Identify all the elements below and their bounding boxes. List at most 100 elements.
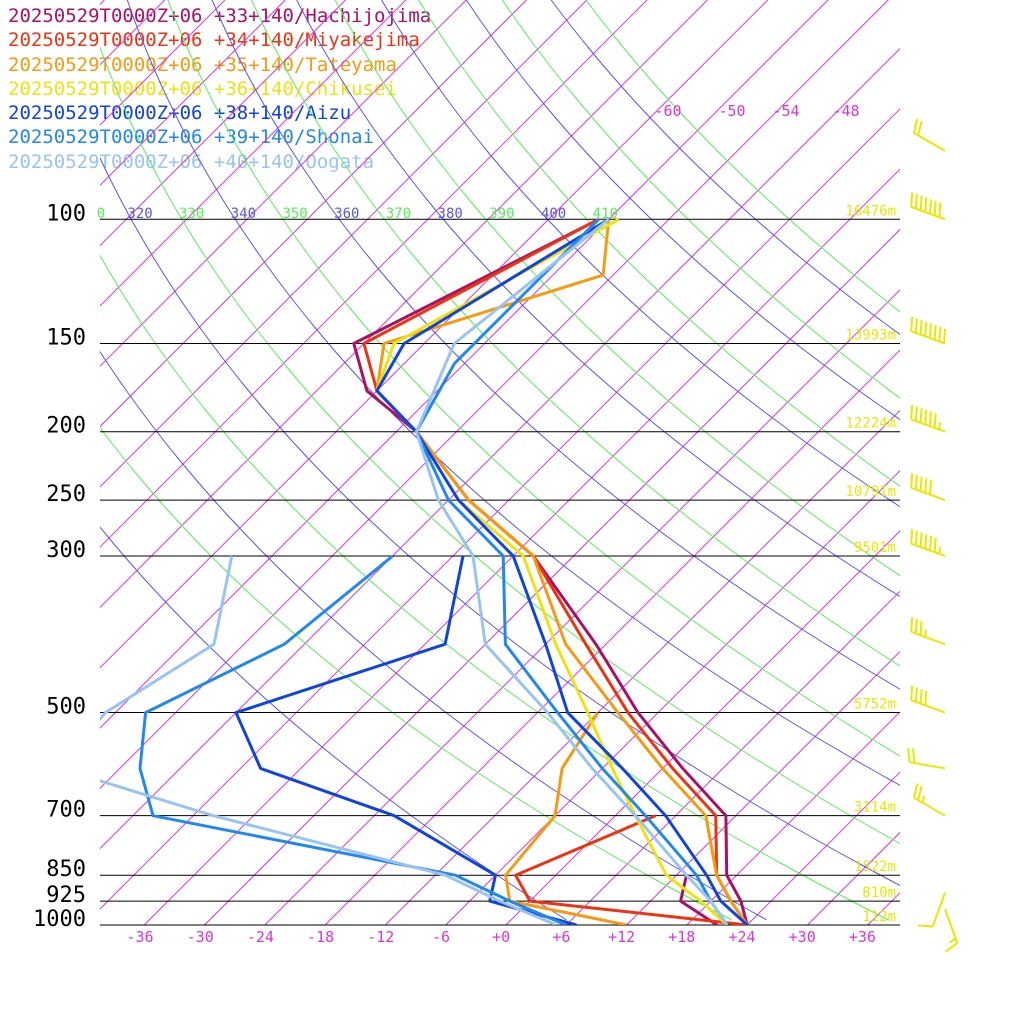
height-label-150: 13993m [845,328,896,344]
legend-entry-aizu: 20250529T0000Z+06 +38+140/Aizu [8,102,352,125]
isotherm-line [988,0,1024,925]
wind-barb-flag [928,535,932,551]
dry-adiabat-line [550,0,900,336]
moist-adiabat-line [100,426,733,921]
theta-label: 350 [282,206,307,222]
temperature-tick-label: -18 [307,928,334,946]
isotherm-line [100,0,166,66]
wind-barb-flag [943,328,947,344]
temperature-line-aizu [375,218,749,925]
wind-barb-flag [910,404,914,420]
wind-barb-flag [928,199,932,214]
height-label-500: 5752m [854,697,896,713]
wind-barb-flag [914,687,918,703]
moist-adiabat-line [100,45,900,845]
dry-adiabat-line [100,156,900,887]
wind-barb-flag [910,316,914,332]
wind-barb-flag [944,942,958,953]
height-label-850: 1522m [854,859,896,875]
wind-barb-flag [924,690,928,706]
wind-barb-flag [919,476,923,492]
moist-adiabat-line [334,0,900,577]
height-label-200: 12224m [845,416,896,432]
temperature-line-oogata [414,218,729,925]
wind-barb-shaft [913,131,946,152]
isotherm-line [928,0,1024,925]
wind-barbs [907,118,959,953]
isotherm-line [746,771,900,925]
wind-barb-half-flag [938,422,941,430]
isotherm-line [445,469,900,925]
moist-adiabat-line [501,0,900,399]
pressure-label-700: 700 [46,798,86,823]
pressure-label-925: 925 [46,883,86,908]
wind-barb-flag [924,534,928,549]
isotherm-line [100,0,648,548]
temperature-tick-label: -6 [432,928,450,946]
isotherm-line [867,892,900,925]
chart-labels: 100 16476m 150 13993m 200 12224m 250 10791m 300 9… [33,102,896,946]
isotherm-line [0,0,44,925]
pressure-label-250: 250 [46,482,86,507]
wind-barb-flag [914,194,918,209]
wind-barb-flag [912,118,919,134]
wind-barb-flag [938,202,942,218]
pressure-label-500: 500 [46,695,86,720]
moist-adiabat-line [167,0,900,757]
dewpoint-line-shonai [138,554,567,925]
wind-barb-flag [928,323,932,339]
legend-entry-oogata: 20250529T0000Z+06 +40+140/Oogata [8,150,375,173]
pressure-label-200: 200 [46,414,86,439]
wind-barb-flag [914,406,918,422]
temperature-line-miyakejima [362,217,749,925]
wind-barb-flag [924,321,928,337]
dry-adiabat-line [465,0,900,421]
wind-barb-flag [918,924,933,928]
isotherm-line [100,0,407,307]
dry-adiabat-line [211,0,900,690]
isotherm-upper-label: -50 [718,102,745,120]
pressure-label-300: 300 [46,538,86,563]
temperature-tick-label: +12 [608,928,635,946]
isotherm-line [100,0,346,247]
wind-barb-flag [912,783,919,798]
wind-barb-flag [911,748,916,764]
wind-barb-flag [919,689,923,704]
wind-barb-flag [928,480,932,495]
moist-adiabat-line [585,0,900,313]
isotherm-line [100,0,708,609]
pressure-label-1000: 1000 [33,907,86,932]
wind-barb-flag [914,618,918,634]
wind-barb-flag [924,197,928,213]
isotherm-line [686,711,900,925]
temperature-tick-label: +36 [849,928,876,946]
wind-barb-flag [910,617,914,632]
moist-adiabat-line [418,0,900,487]
wind-barb-half-flag [924,629,927,638]
chart-background-lines [0,0,1024,925]
wind-barb-flag [919,532,923,548]
isotherm-line [204,228,900,925]
temperature-tick-label: +0 [492,928,510,946]
wind-barb-flag [917,120,923,136]
wind-barb-shaft [944,908,959,944]
isotherm-line [626,650,900,925]
wind-barb-flag [933,325,937,340]
dry-adiabat-line [126,0,900,786]
wind-barb-flag [919,620,923,636]
theta-label: 340 [231,206,256,222]
isotherm-line [100,0,286,187]
wind-barb-flag [924,478,928,493]
theta-label: 370 [386,206,411,222]
wind-barb-shaft [931,892,946,927]
isotherm-upper-label: -54 [772,102,799,120]
wind-barb-half-flag [921,795,926,803]
isotherm-line [385,409,900,925]
dewpoint-line-tateyama [504,711,627,925]
wind-barb-shaft [910,699,946,714]
temperature-line-tateyama [375,219,749,925]
dry-adiabat-line [381,0,900,508]
isotherm-line [100,108,900,910]
isobar-lines [100,218,900,926]
temperature-tick-label: -36 [126,928,153,946]
